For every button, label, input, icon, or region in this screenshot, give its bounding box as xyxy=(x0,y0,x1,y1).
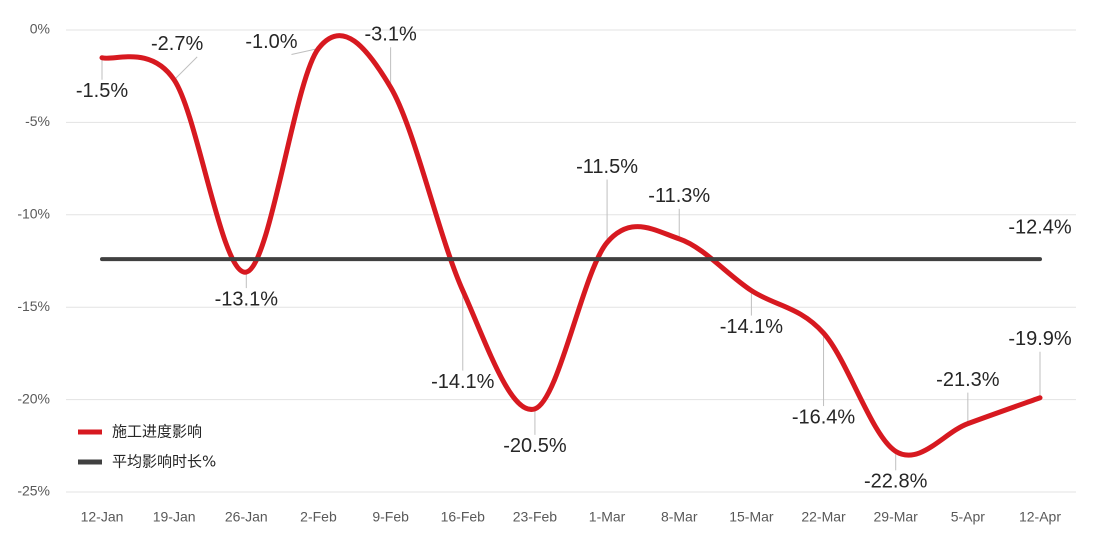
leader-line xyxy=(291,47,319,55)
x-tick-label: 9-Feb xyxy=(372,509,409,525)
x-tick-label: 5-Apr xyxy=(951,509,986,525)
x-tick-label: 1-Mar xyxy=(589,509,626,525)
value-label: -20.5% xyxy=(503,435,567,457)
y-tick-label: 0% xyxy=(30,21,50,37)
value-label: -13.1% xyxy=(215,288,279,310)
x-tick-label: 16-Feb xyxy=(441,509,486,525)
value-label: -21.3% xyxy=(936,369,1000,391)
x-tick-label: 29-Mar xyxy=(874,509,919,525)
x-tick-label: 12-Jan xyxy=(81,509,124,525)
value-label: -11.3% xyxy=(648,185,710,207)
legend-label: 平均影响时长% xyxy=(112,453,216,471)
x-tick-label: 26-Jan xyxy=(225,509,268,525)
y-tick-label: -25% xyxy=(17,483,50,499)
y-tick-label: -10% xyxy=(17,206,50,222)
y-tick-label: -20% xyxy=(17,390,50,406)
x-tick-label: 15-Mar xyxy=(729,509,774,525)
x-tick-label: 8-Mar xyxy=(661,509,698,525)
value-label: -1.5% xyxy=(76,80,128,102)
series-line xyxy=(99,33,1043,458)
x-tick-label: 2-Feb xyxy=(300,509,337,525)
x-tick-label: 23-Feb xyxy=(513,509,558,525)
x-tick-label: 22-Mar xyxy=(801,509,846,525)
x-tick-label: 12-Apr xyxy=(1019,509,1061,525)
x-tick-label: 19-Jan xyxy=(153,509,196,525)
legend-label: 施工进度影响 xyxy=(112,423,202,441)
value-label: -1.0% xyxy=(245,31,297,53)
y-tick-label: -5% xyxy=(25,113,50,129)
value-label: -16.4% xyxy=(792,406,856,428)
value-label: -19.9% xyxy=(1008,328,1072,350)
value-label: -14.1% xyxy=(720,316,784,338)
value-label: -22.8% xyxy=(864,471,928,493)
value-label: -3.1% xyxy=(364,24,416,46)
value-label: -2.7% xyxy=(151,33,203,55)
leader-line xyxy=(173,56,198,81)
value-label: -11.5% xyxy=(576,156,638,178)
value-label: -14.1% xyxy=(431,371,495,393)
y-tick-label: -15% xyxy=(17,298,50,314)
value-label: -12.4% xyxy=(1008,216,1072,238)
